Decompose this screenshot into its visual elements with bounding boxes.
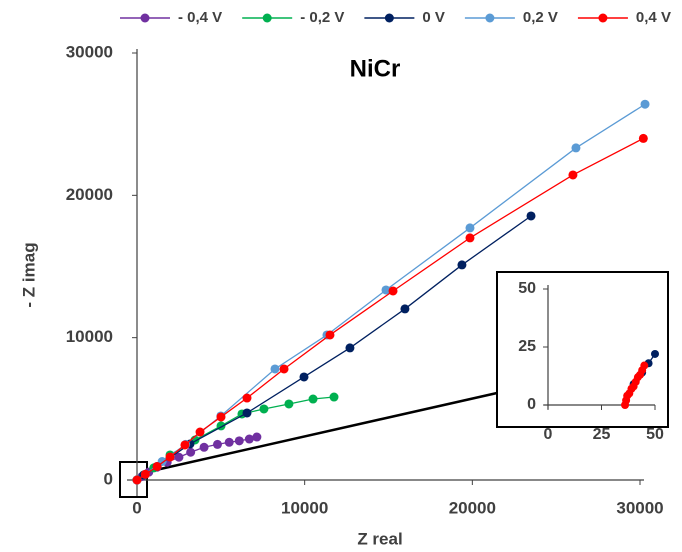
zoom-connector	[146, 391, 498, 474]
data-point	[279, 364, 289, 374]
data-point	[465, 233, 475, 243]
data-point	[259, 404, 269, 414]
data-point	[242, 408, 252, 418]
data-point	[640, 361, 649, 370]
data-point	[284, 399, 294, 409]
data-point	[224, 437, 234, 447]
data-point	[242, 393, 252, 403]
data-point	[329, 392, 339, 402]
data-point	[388, 286, 398, 296]
data-point	[651, 349, 659, 358]
y-tick-label: 25	[518, 338, 536, 355]
x-tick-label: 50	[646, 426, 664, 443]
data-point	[165, 452, 175, 462]
x-tick-label: 25	[593, 426, 611, 443]
data-point	[381, 285, 391, 295]
data-point	[152, 461, 162, 471]
data-point	[526, 211, 536, 221]
x-tick-label: 30000	[616, 498, 663, 517]
data-point	[252, 432, 262, 442]
data-point	[234, 436, 244, 446]
data-point	[571, 143, 581, 153]
chart-title: NiCr	[350, 55, 401, 82]
legend-label: - 0,4 V	[178, 9, 222, 26]
legend-label: 0 V	[422, 9, 445, 26]
data-point	[180, 440, 190, 450]
data-point	[212, 439, 222, 449]
data-point	[140, 469, 150, 479]
data-point	[308, 394, 318, 404]
legend-marker	[140, 13, 150, 23]
data-point	[640, 99, 650, 109]
legend-label: - 0,2 V	[300, 9, 344, 26]
y-tick-label: 30000	[66, 42, 113, 61]
data-point	[345, 343, 355, 353]
y-tick-label: 10000	[66, 327, 113, 346]
data-point	[299, 372, 309, 382]
data-point	[199, 442, 209, 452]
data-point	[638, 133, 648, 143]
legend-marker	[598, 13, 608, 23]
data-point	[465, 223, 475, 233]
data-point	[244, 434, 254, 444]
y-tick-label: 0	[527, 396, 536, 413]
data-point	[270, 364, 280, 374]
data-point	[568, 170, 578, 180]
data-point	[195, 427, 205, 437]
legend-marker	[384, 13, 394, 23]
y-tick-label: 20000	[66, 185, 113, 204]
y-axis-label: - Z imag	[19, 242, 38, 307]
x-tick-label: 0	[544, 426, 553, 443]
legend-marker	[262, 13, 272, 23]
legend-label: 0,2 V	[523, 9, 558, 26]
data-point	[132, 475, 142, 485]
data-point	[186, 447, 196, 457]
y-tick-label: 50	[518, 280, 536, 297]
x-tick-label: 20000	[449, 498, 496, 517]
data-point	[216, 412, 226, 422]
x-axis-label: Z real	[357, 529, 402, 548]
data-point	[174, 452, 184, 462]
y-tick-label: 0	[104, 469, 113, 488]
data-point	[457, 260, 467, 270]
data-point	[325, 330, 335, 340]
legend-label: 0,4 V	[636, 9, 671, 26]
x-tick-label: 0	[132, 498, 141, 517]
inset-frame	[496, 271, 669, 428]
data-point	[400, 304, 410, 314]
x-tick-label: 10000	[281, 498, 328, 517]
legend-marker	[485, 13, 495, 23]
